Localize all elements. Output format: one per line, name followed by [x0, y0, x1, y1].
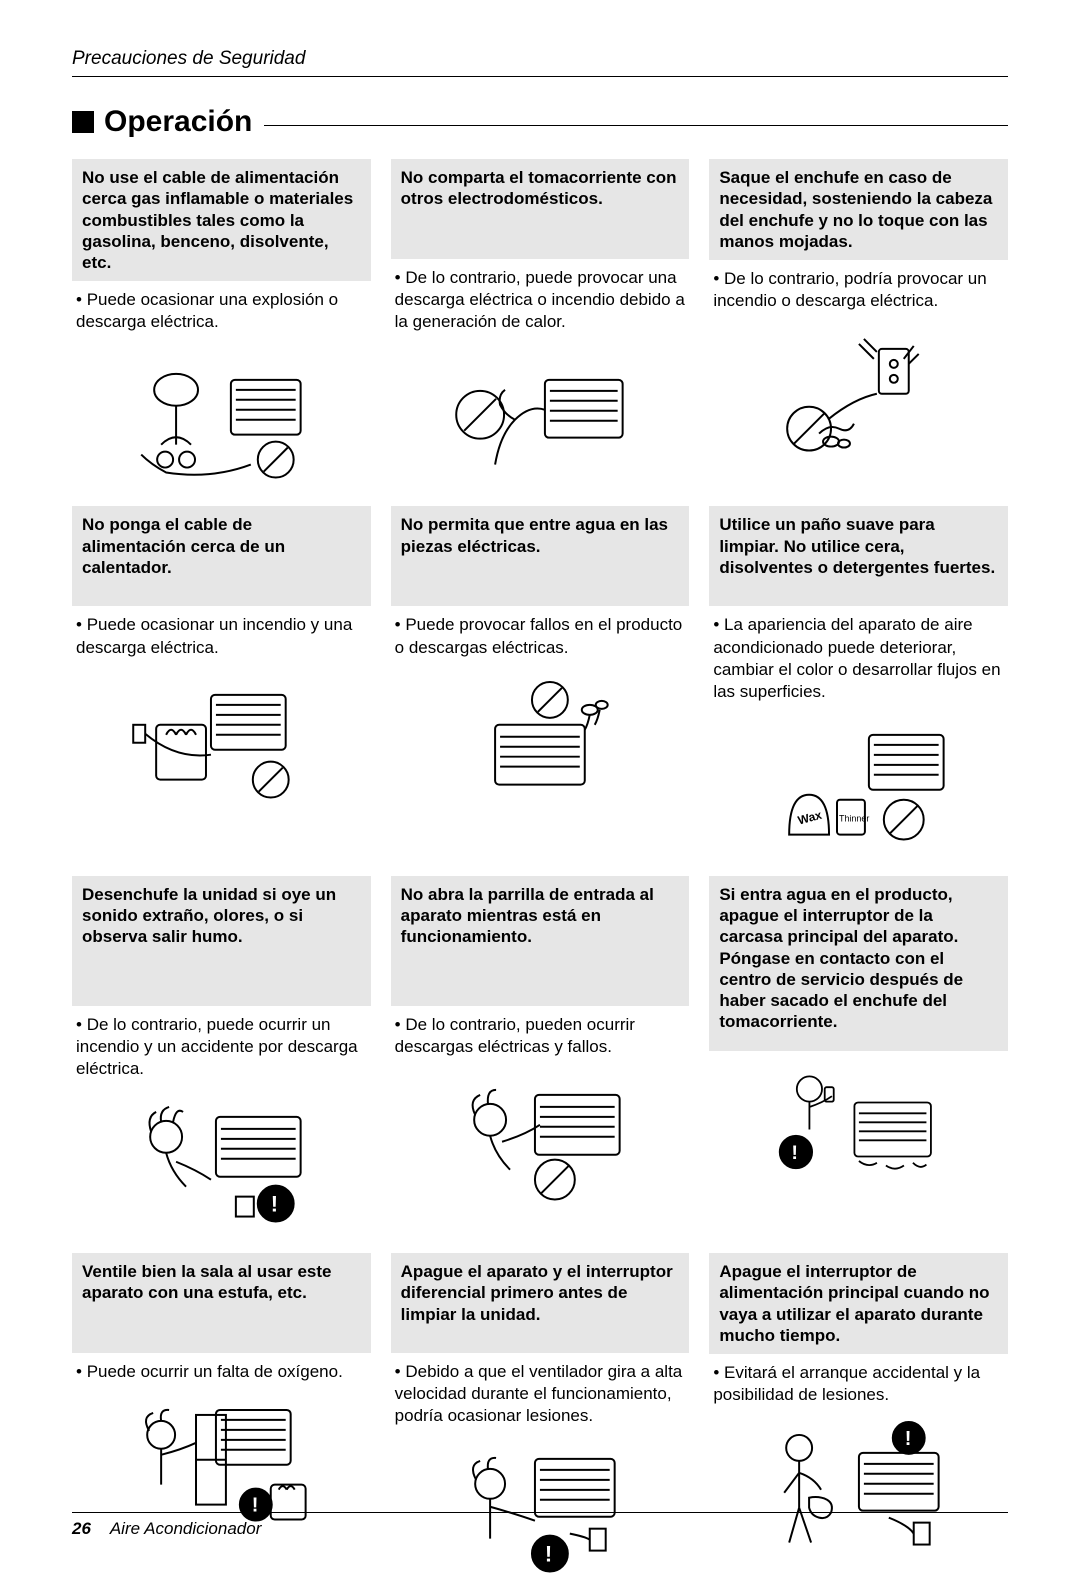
- warning-heading: Utilice un paño suave para limpiar. No u…: [709, 506, 1008, 606]
- warning-body: Debido a que el ventilador gira a alta v…: [391, 1353, 690, 1427]
- warning-cell: Saque el enchufe en caso de necesidad, s…: [709, 159, 1008, 492]
- warning-illustration: [72, 337, 371, 492]
- warning-cell: No ponga el cable de alimentación cerca …: [72, 506, 371, 861]
- warning-cell: No abra la parrilla de entrada al aparat…: [391, 876, 690, 1239]
- warning-body: Puede provocar fallos en el producto o d…: [391, 606, 690, 658]
- warning-cell: No permita que entre agua en las piezas …: [391, 506, 690, 861]
- svg-text:!: !: [791, 1142, 798, 1164]
- warning-illustration: [391, 1062, 690, 1217]
- warning-illustration: Wax Thinner: [709, 707, 1008, 862]
- warning-heading: No use el cable de alimentación cerca ga…: [72, 159, 371, 281]
- title-rule: [264, 125, 1008, 126]
- svg-text:!: !: [904, 1428, 911, 1450]
- warning-illustration: [72, 663, 371, 818]
- warning-heading: No permita que entre agua en las piezas …: [391, 506, 690, 606]
- warning-body: De lo contrario, puede provocar una desc…: [391, 259, 690, 333]
- warnings-grid: No use el cable de alimentación cerca ga…: [72, 159, 1008, 1586]
- warning-cell: No comparta el tomacorriente con otros e…: [391, 159, 690, 492]
- warning-cell: Utilice un paño suave para limpiar. No u…: [709, 506, 1008, 861]
- warning-heading: Saque el enchufe en caso de necesidad, s…: [709, 159, 1008, 260]
- warning-illustration: !: [709, 1055, 1008, 1195]
- warning-body: Evitará el arranque accidental y la posi…: [709, 1354, 1008, 1406]
- warning-heading: Ventile bien la sala al usar este aparat…: [72, 1253, 371, 1353]
- warning-illustration: [391, 337, 690, 492]
- warning-heading: Desenchufe la unidad si oye un sonido ex…: [72, 876, 371, 1006]
- page-title: Operación: [104, 105, 252, 139]
- warning-illustration: [709, 316, 1008, 471]
- warning-body: De lo contrario, podría provocar un ince…: [709, 260, 1008, 312]
- warning-illustration: [391, 663, 690, 818]
- warning-heading: No ponga el cable de alimentación cerca …: [72, 506, 371, 606]
- warning-heading: No abra la parrilla de entrada al aparat…: [391, 876, 690, 1006]
- warning-illustration: !: [391, 1431, 690, 1586]
- warning-body: Puede ocurrir un falta de oxígeno.: [72, 1353, 371, 1383]
- svg-text:Thinner: Thinner: [839, 813, 869, 823]
- warning-body: Puede ocasionar una explosión o descarga…: [72, 281, 371, 333]
- warning-heading: Apague el interruptor de alimentación pr…: [709, 1253, 1008, 1354]
- warning-cell: Si entra agua en el producto, apague el …: [709, 876, 1008, 1239]
- warning-illustration: !: [709, 1410, 1008, 1565]
- svg-text:!: !: [545, 1542, 552, 1567]
- warning-heading: No comparta el tomacorriente con otros e…: [391, 159, 690, 259]
- warning-body: De lo contrario, puede ocurrir un incend…: [72, 1006, 371, 1080]
- warning-body: Puede ocasionar un incendio y una descar…: [72, 606, 371, 658]
- page-footer: 26 Aire Acondicionador: [72, 1512, 1008, 1539]
- warning-body: De lo contrario, pueden ocurrir descarga…: [391, 1006, 690, 1058]
- warning-heading: Apague el aparato y el interruptor difer…: [391, 1253, 690, 1353]
- title-row: Operación: [72, 105, 1008, 139]
- page-number: 26: [72, 1519, 91, 1538]
- warning-cell: Desenchufe la unidad si oye un sonido ex…: [72, 876, 371, 1239]
- svg-text:!: !: [271, 1191, 278, 1216]
- warning-cell: No use el cable de alimentación cerca ga…: [72, 159, 371, 492]
- svg-text:Wax: Wax: [796, 807, 823, 827]
- header-section: Precauciones de Seguridad: [72, 48, 1008, 77]
- warning-body: La apariencia del aparato de aire acondi…: [709, 606, 1008, 702]
- warning-illustration: !: [72, 1084, 371, 1239]
- footer-title: Aire Acondicionador: [110, 1519, 262, 1538]
- title-bullet-icon: [72, 111, 94, 133]
- warning-heading: Si entra agua en el producto, apague el …: [709, 876, 1008, 1051]
